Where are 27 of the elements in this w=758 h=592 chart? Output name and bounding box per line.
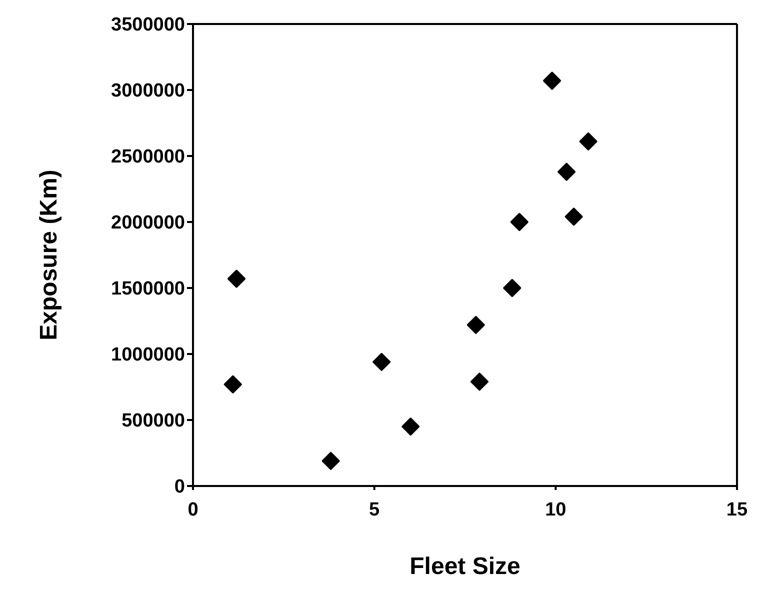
point (224, 375, 242, 394)
point (322, 452, 340, 470)
x-tick-label: 10 (545, 499, 566, 520)
point (372, 352, 391, 371)
point (558, 162, 576, 181)
y-tick-label: 2500000 (111, 146, 185, 168)
y-tick-label: 500000 (122, 410, 185, 432)
x-tick-label: 15 (726, 499, 748, 520)
point (402, 418, 420, 436)
point (510, 213, 528, 231)
y-tick-label: 2000000 (111, 212, 185, 234)
y-tick-label: 1500000 (111, 278, 185, 300)
y-tick-label: 0 (174, 476, 185, 498)
point (564, 208, 583, 226)
x-tick-label: 0 (188, 499, 198, 520)
point (543, 72, 562, 90)
y-tick-label: 3500000 (111, 14, 185, 36)
point (228, 270, 246, 288)
x-tick-label: 5 (369, 499, 380, 520)
y-axis-title: Exposure (Km) (36, 170, 63, 340)
y-tick-label: 1000000 (111, 344, 185, 366)
point (466, 316, 485, 334)
x-axis-title: Fleet Size (410, 553, 520, 580)
point (503, 279, 522, 297)
point (579, 132, 598, 150)
y-tick-label: 3000000 (111, 80, 185, 102)
point (470, 372, 489, 391)
